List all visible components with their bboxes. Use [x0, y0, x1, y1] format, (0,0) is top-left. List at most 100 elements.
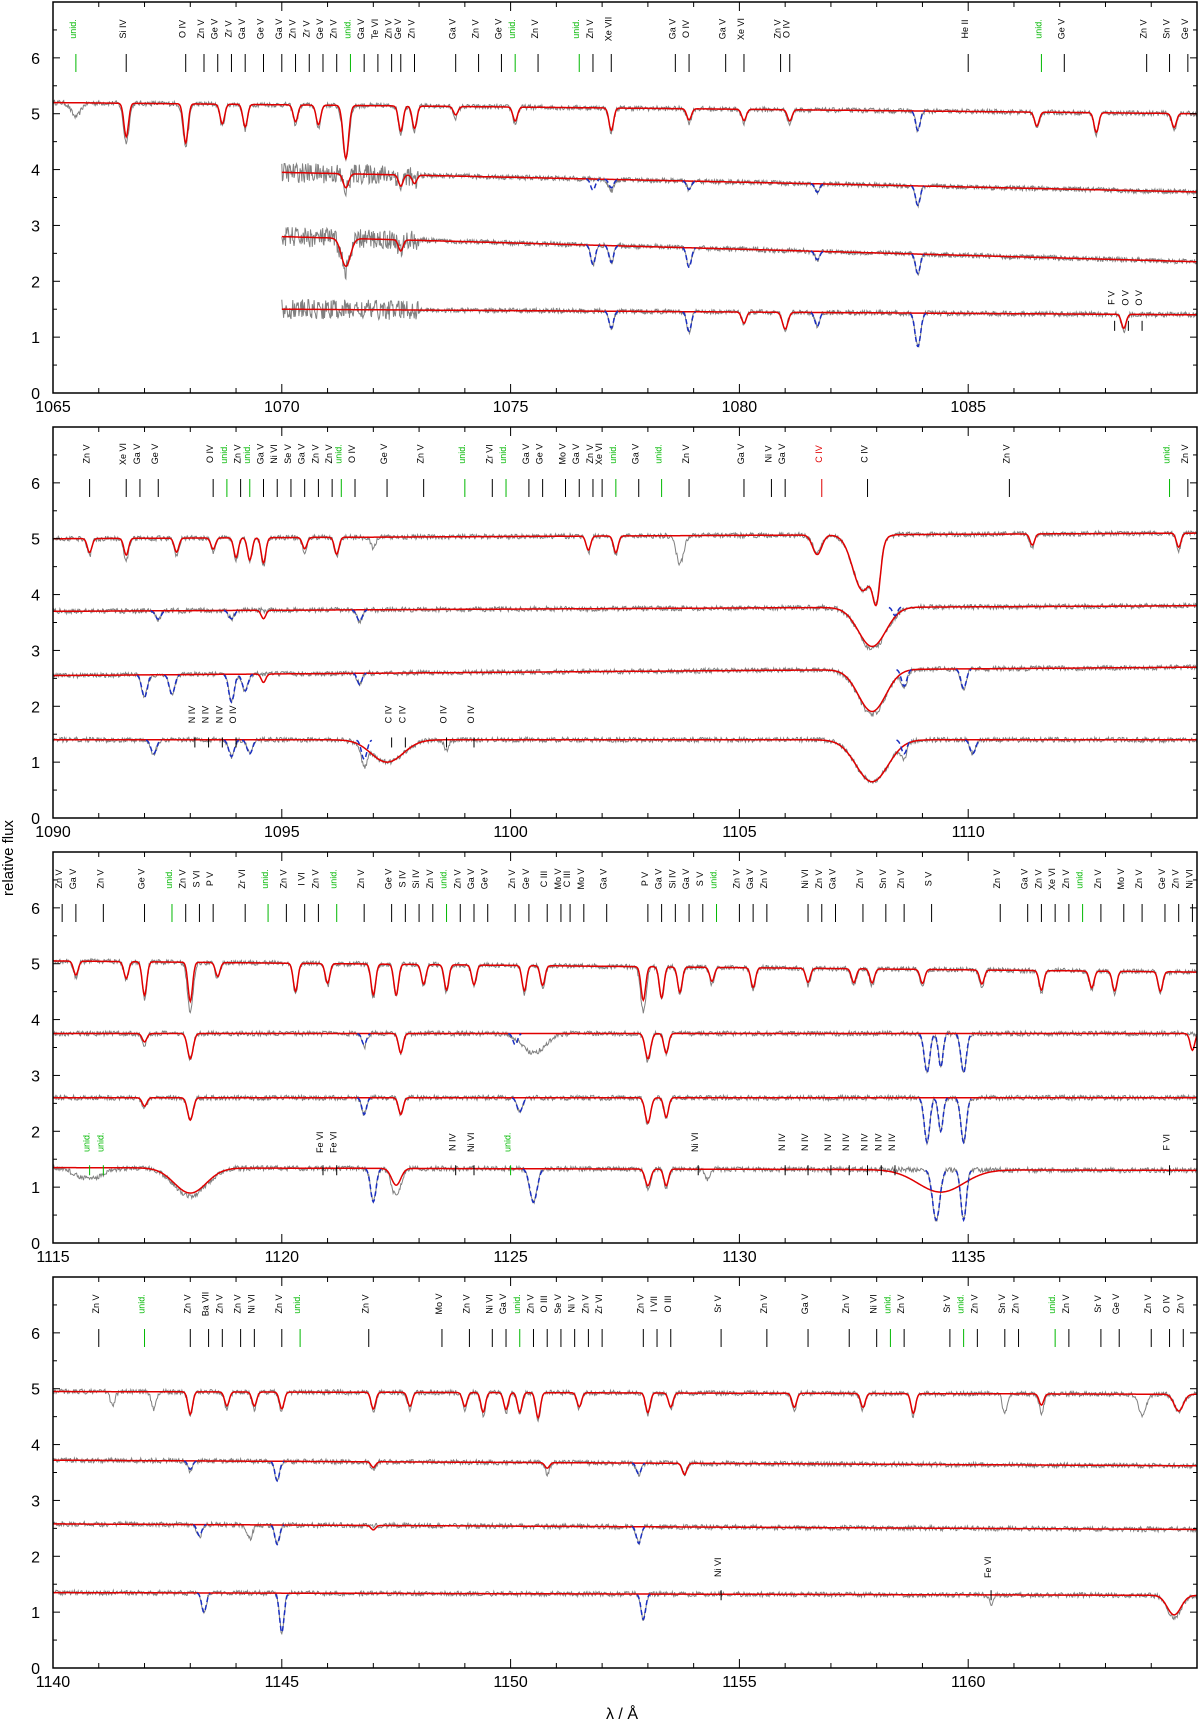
- inner-line-id-label: O IV: [466, 705, 476, 723]
- line-id-label: Zn V: [178, 869, 188, 888]
- y-tick-label: 2: [31, 1549, 40, 1566]
- line-id-label: Xe VI: [736, 18, 746, 40]
- x-tick-label: 1090: [35, 824, 71, 841]
- panel-2-series-0-observed: [53, 529, 1197, 604]
- line-id-label: Zr VI: [237, 869, 247, 889]
- line-id-label: Te VI: [370, 19, 380, 40]
- line-id-label: Zn V: [214, 1294, 224, 1313]
- panel-2-series-3-model: [53, 604, 1197, 648]
- y-tick-label: 1: [31, 1180, 40, 1197]
- line-id-label: Zn V: [54, 869, 64, 888]
- line-id-label: Ge V: [384, 869, 394, 890]
- panel-2-series-2-observed: [53, 601, 1197, 651]
- line-id-label: Ga V: [1020, 869, 1030, 890]
- inner-line-id-label: N IV: [873, 1133, 883, 1151]
- line-id-label: Zn V: [992, 869, 1002, 888]
- panel-3-series-2-observed: [53, 1029, 1197, 1075]
- inner-line-id-label: Ni VI: [690, 1132, 700, 1152]
- line-id-label: Ga V: [356, 19, 366, 40]
- y-tick-label: 3: [31, 218, 40, 235]
- inner-line-id-label: N IV: [860, 1133, 870, 1151]
- line-id-label: O IV: [205, 445, 215, 463]
- line-id-label: Zn V: [1033, 869, 1043, 888]
- panel-2-series-5-observed: [53, 663, 1197, 718]
- inner-line-id-label: unid.: [95, 1132, 105, 1152]
- line-id-label: unid.: [260, 869, 270, 889]
- line-id-label: Mo V: [434, 1293, 444, 1314]
- line-id-label: unid.: [439, 869, 449, 889]
- line-id-label: Mo V: [558, 443, 568, 464]
- line-id-label: unid.: [571, 19, 581, 39]
- line-id-label: Zn V: [814, 869, 824, 888]
- inner-line-id-label: N IV: [201, 706, 211, 724]
- line-id-label: Zn V: [1139, 19, 1149, 38]
- panel-3-series-5-observed: [53, 1093, 1197, 1146]
- line-id-label: P V: [205, 872, 215, 886]
- line-id-label: Ga V: [654, 869, 664, 890]
- line-id-label: Zn V: [416, 444, 426, 463]
- line-id-label: unid.: [137, 1294, 147, 1314]
- x-tick-label: 1100: [493, 824, 528, 841]
- line-id-label: Zn V: [585, 19, 595, 38]
- inner-line-id-label: N IV: [887, 1133, 897, 1151]
- line-id-label: Ga V: [521, 444, 531, 465]
- inner-line-id-label: N IV: [187, 706, 197, 724]
- line-id-label: Ga V: [745, 869, 755, 890]
- inner-line-id-label: O V: [1134, 290, 1144, 306]
- panel-1-plot-area: [53, 99, 1197, 349]
- line-id-label: Ga V: [255, 444, 265, 465]
- y-tick-label: 6: [31, 476, 40, 493]
- panel-3-frame: [52, 851, 1198, 1244]
- line-id-label: Zn V: [310, 869, 320, 888]
- line-id-label: S IV: [397, 870, 407, 887]
- x-tick-label: 1125: [493, 1249, 528, 1266]
- line-id-label: Zn V: [507, 869, 517, 888]
- line-id-label: Sn V: [1162, 19, 1172, 39]
- line-id-label: unid.: [608, 444, 618, 464]
- x-tick-label: 1155: [722, 1674, 757, 1691]
- line-id-label: Ga V: [631, 444, 641, 465]
- line-id-label: Zn V: [356, 869, 366, 888]
- line-id-label: Zn V: [329, 19, 339, 38]
- line-id-label: Ga V: [571, 444, 581, 465]
- line-id-label: Ni V: [763, 445, 773, 462]
- line-id-label: Zn V: [1171, 869, 1181, 888]
- line-id-label: Zn V: [530, 19, 540, 38]
- x-axis-label: λ / Å: [606, 1704, 638, 1723]
- line-id-label: Se V: [553, 1294, 563, 1314]
- line-id-label: Zn V: [896, 1294, 906, 1313]
- panel-3-series-9-model: [53, 1166, 1197, 1194]
- line-id-label: Ni VI: [1184, 869, 1194, 889]
- inner-line-id-label: unid.: [82, 1132, 92, 1152]
- line-id-label: Ge V: [493, 19, 503, 40]
- y-tick-label: 1: [31, 1605, 40, 1622]
- line-id-label: P V: [640, 872, 650, 886]
- line-id-label: Zn V: [759, 1294, 769, 1313]
- line-id-label: Zn V: [288, 19, 298, 38]
- line-id-label: Ga V: [736, 444, 746, 465]
- y-tick-label: 6: [31, 51, 40, 68]
- line-id-label: Zn V: [1061, 1294, 1071, 1313]
- inner-line-id-label: F VI: [1162, 1134, 1172, 1151]
- x-tick-label: 1150: [493, 1674, 528, 1691]
- y-tick-label: 1: [31, 330, 40, 347]
- panel-4-series-1-model: [53, 1390, 1197, 1420]
- line-id-label: Si IV: [118, 19, 128, 38]
- line-id-label: Ni VI: [484, 1294, 494, 1314]
- line-id-label: O IV: [782, 20, 792, 38]
- inner-line-id-label: Fe VI: [315, 1131, 325, 1153]
- line-id-label: Ga V: [667, 19, 677, 40]
- y-tick-label: 5: [31, 107, 40, 124]
- panel-2-series-10-model_dashed: [145, 739, 981, 761]
- line-id-label: Ge V: [137, 869, 147, 890]
- line-id-label: unid.: [956, 1294, 966, 1314]
- line-id-label: Zn V: [1093, 869, 1103, 888]
- line-id-label: Ge V: [521, 869, 531, 890]
- line-id-label: Ga V: [599, 869, 609, 890]
- line-id-label: O III: [539, 1295, 549, 1312]
- line-id-label: Ge V: [1056, 19, 1066, 40]
- line-id-label: Zn V: [82, 444, 92, 463]
- line-id-label: unid.: [242, 444, 252, 464]
